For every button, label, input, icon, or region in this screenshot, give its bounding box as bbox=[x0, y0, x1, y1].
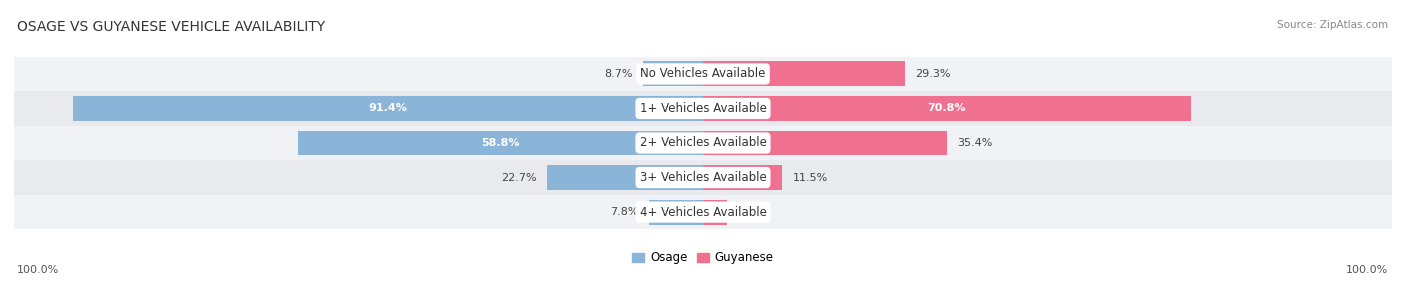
Text: 3.5%: 3.5% bbox=[738, 207, 766, 217]
Text: 70.8%: 70.8% bbox=[928, 104, 966, 114]
Text: 11.5%: 11.5% bbox=[793, 172, 828, 182]
Text: Source: ZipAtlas.com: Source: ZipAtlas.com bbox=[1277, 20, 1388, 30]
Bar bbox=[703, 165, 782, 190]
Bar bbox=[547, 165, 703, 190]
Text: 8.7%: 8.7% bbox=[605, 69, 633, 79]
Bar bbox=[703, 96, 1191, 121]
Text: 2+ Vehicles Available: 2+ Vehicles Available bbox=[640, 136, 766, 150]
Bar bbox=[650, 200, 703, 225]
Text: 29.3%: 29.3% bbox=[915, 69, 950, 79]
Bar bbox=[14, 57, 1392, 91]
Bar bbox=[14, 160, 1392, 195]
Text: 58.8%: 58.8% bbox=[481, 138, 520, 148]
Text: 1+ Vehicles Available: 1+ Vehicles Available bbox=[640, 102, 766, 115]
Bar bbox=[14, 195, 1392, 229]
Text: 3+ Vehicles Available: 3+ Vehicles Available bbox=[640, 171, 766, 184]
Bar bbox=[14, 126, 1392, 160]
Bar bbox=[73, 96, 703, 121]
Bar bbox=[703, 131, 946, 155]
Text: 91.4%: 91.4% bbox=[368, 104, 408, 114]
Bar bbox=[298, 131, 703, 155]
Text: No Vehicles Available: No Vehicles Available bbox=[640, 67, 766, 80]
Text: 4+ Vehicles Available: 4+ Vehicles Available bbox=[640, 206, 766, 219]
Text: 35.4%: 35.4% bbox=[957, 138, 993, 148]
Text: 7.8%: 7.8% bbox=[610, 207, 638, 217]
Text: 100.0%: 100.0% bbox=[17, 265, 59, 275]
Text: 100.0%: 100.0% bbox=[1346, 265, 1388, 275]
Text: 22.7%: 22.7% bbox=[501, 172, 536, 182]
Bar bbox=[703, 61, 905, 86]
Text: OSAGE VS GUYANESE VEHICLE AVAILABILITY: OSAGE VS GUYANESE VEHICLE AVAILABILITY bbox=[17, 20, 325, 34]
Legend: Osage, Guyanese: Osage, Guyanese bbox=[627, 247, 779, 269]
Bar bbox=[14, 91, 1392, 126]
Bar bbox=[703, 200, 727, 225]
Bar bbox=[643, 61, 703, 86]
